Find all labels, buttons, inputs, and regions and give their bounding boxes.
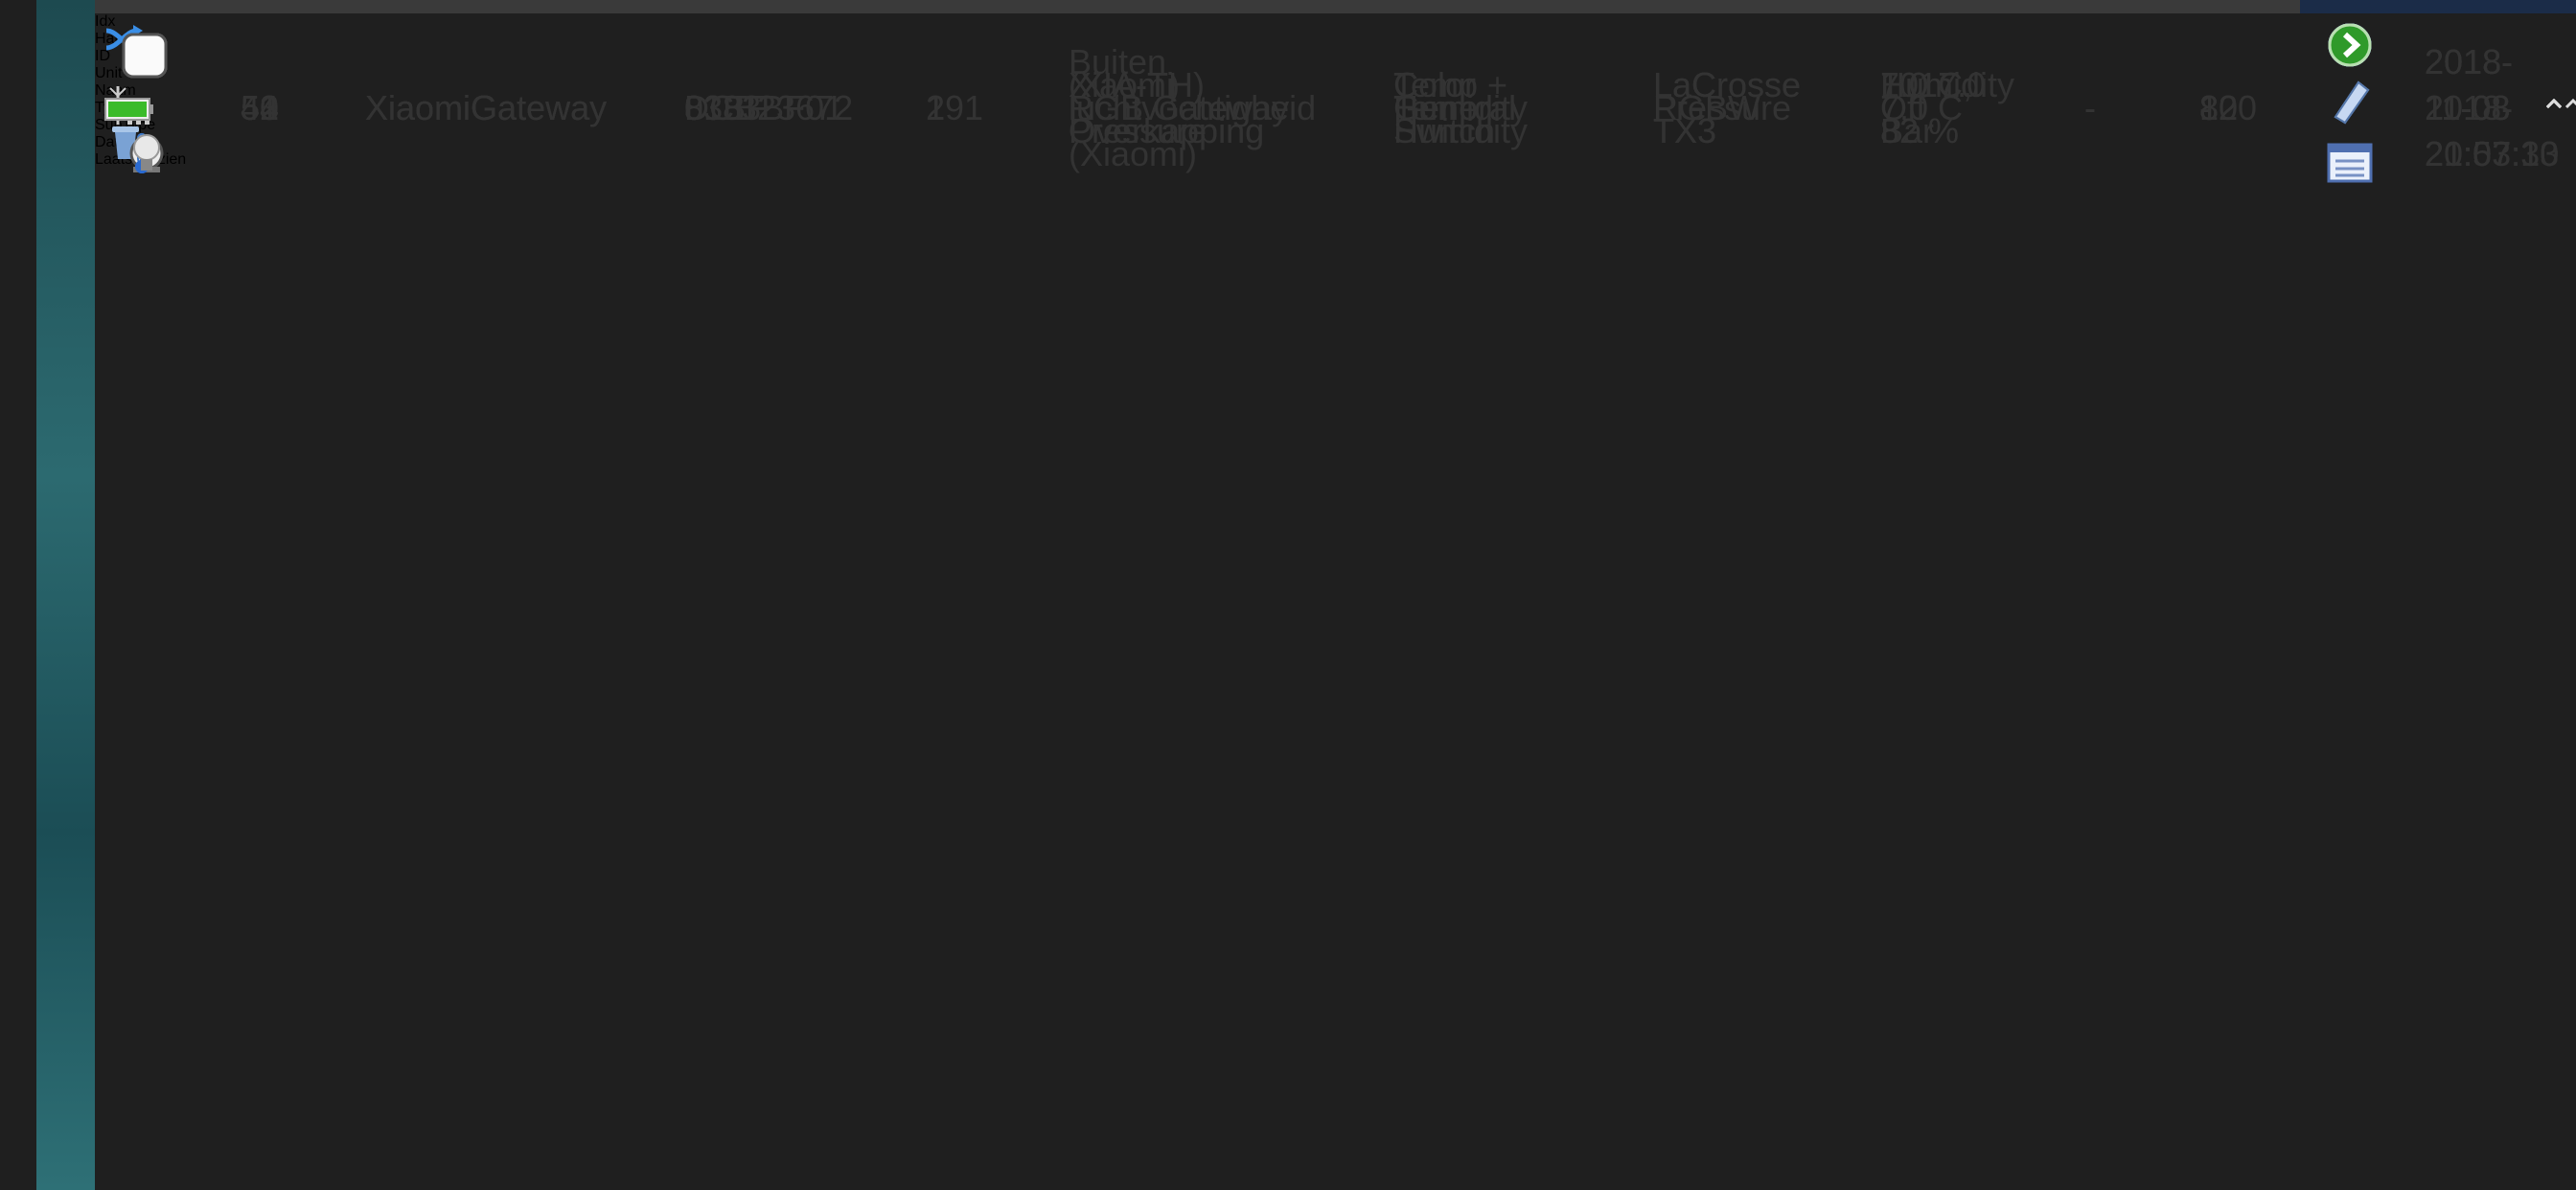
table-cell: XiaomiGateway bbox=[365, 88, 608, 127]
table-cell: 53 bbox=[241, 88, 280, 127]
table-cell: DCB23672 bbox=[684, 88, 854, 127]
table-cell: 1 bbox=[926, 88, 946, 127]
table-cell: RGB Gateway bbox=[1069, 88, 1290, 127]
table-cell: General bbox=[1393, 88, 1517, 127]
table-cell: LaCrosse TX3 bbox=[1653, 65, 1802, 150]
table-cell: XiaomiGateway bbox=[365, 88, 608, 127]
table-cell: Pressure bbox=[1653, 88, 1792, 127]
table-cell: 2018- 11-08 21:07:10 bbox=[2425, 42, 2560, 173]
row-checkbox[interactable] bbox=[122, 33, 168, 79]
table-cell: 2018- 11-08 21:07:10 bbox=[2425, 42, 2560, 173]
table-cell: Buiten luchtvochtigheid (Xiaomi) bbox=[1069, 42, 1317, 173]
table-cell: Temp bbox=[1393, 88, 1479, 127]
table-cell: 2 bbox=[926, 88, 946, 127]
table-cell: Temp + Humidity bbox=[1393, 65, 1529, 150]
table-cell: Humidity bbox=[1393, 88, 1529, 127]
header-label: Idx bbox=[95, 13, 116, 30]
table-cell: - bbox=[2084, 88, 2096, 127]
table-cell: LaCrosse TX3 bbox=[1653, 65, 1802, 150]
table-cell: 82 bbox=[2199, 88, 2239, 127]
table-cell: (XIA-T) Overkapping bbox=[1069, 65, 1265, 150]
table-cell: 0183BF01 bbox=[684, 88, 844, 127]
battery-icon bbox=[104, 98, 153, 121]
table-cell: LaCrosse TX3 bbox=[1653, 65, 1802, 150]
table-cell: 7.0 C, 82 % bbox=[1880, 65, 1973, 150]
table-cell: 1 bbox=[926, 88, 946, 127]
table-cell: - bbox=[2199, 88, 2211, 127]
device-icon bbox=[133, 134, 160, 171]
table-cell: Humidity 82 % bbox=[1880, 65, 2015, 150]
table-cell: 52 bbox=[241, 88, 280, 127]
table-cell: 1017.0 Bar bbox=[1880, 65, 1987, 150]
edit-button[interactable] bbox=[2326, 79, 2374, 126]
background bbox=[36, 0, 95, 1190]
table-cell: 2018- bbox=[2425, 88, 2514, 127]
header-label: Naam bbox=[95, 82, 136, 99]
table-cell: 44 bbox=[241, 88, 280, 127]
header-label: Unit bbox=[95, 65, 123, 81]
table-cell: 7.0 C bbox=[1880, 88, 1964, 127]
header-label: ID bbox=[95, 48, 110, 64]
table-cell: 82 bbox=[2199, 88, 2239, 127]
table-cell: XiaomiGateway bbox=[365, 88, 608, 127]
table-cell: - bbox=[2084, 88, 2096, 127]
table-cell: - bbox=[2084, 88, 2096, 127]
device-table: IdxHardwareIDUnitNaamTypeSubTypeDataLaat… bbox=[95, 13, 2576, 1190]
table-cell: 82 bbox=[2199, 88, 2239, 127]
table-cell: 51 bbox=[241, 88, 280, 127]
top-bar-accent bbox=[2300, 0, 2576, 13]
table-cell: 2018- 11-08 21:07:10 bbox=[2425, 42, 2560, 173]
table-cell: XiaomiGateway bbox=[365, 88, 608, 127]
table-cell: (XIA-TH) Overkapping bbox=[1069, 65, 1265, 150]
table-cell: 83BF bbox=[684, 88, 768, 127]
table-cell: 2018- 11-08 21:07:10 bbox=[2425, 42, 2560, 173]
top-bar bbox=[95, 0, 2576, 13]
table-cell: 1 bbox=[926, 88, 946, 127]
table-cell: 100 bbox=[2199, 88, 2258, 127]
table-cell: 50 bbox=[241, 88, 280, 127]
sort-arrow[interactable] bbox=[2564, 96, 2576, 111]
table-cell: RGBW bbox=[1653, 88, 1760, 127]
table-cell: 83BF bbox=[684, 88, 768, 127]
table-cell: - bbox=[2084, 88, 2096, 127]
table-cell: XiaomiGateway bbox=[365, 88, 608, 127]
table-cell: 2018- 11-08 20:53:33 bbox=[2425, 42, 2560, 173]
table-cell: - bbox=[2084, 88, 2096, 127]
sort-arrow[interactable] bbox=[2545, 96, 2563, 111]
table-cell: Color Switch bbox=[1393, 65, 1496, 150]
table-cell: Off bbox=[1880, 88, 1926, 127]
table-cell: 83BF bbox=[684, 88, 768, 127]
details-button[interactable] bbox=[2326, 142, 2374, 184]
table-cell: Xiaomi Pressure bbox=[1069, 65, 1208, 150]
on-button[interactable] bbox=[2326, 23, 2374, 67]
table-cell: 191 bbox=[926, 88, 984, 127]
